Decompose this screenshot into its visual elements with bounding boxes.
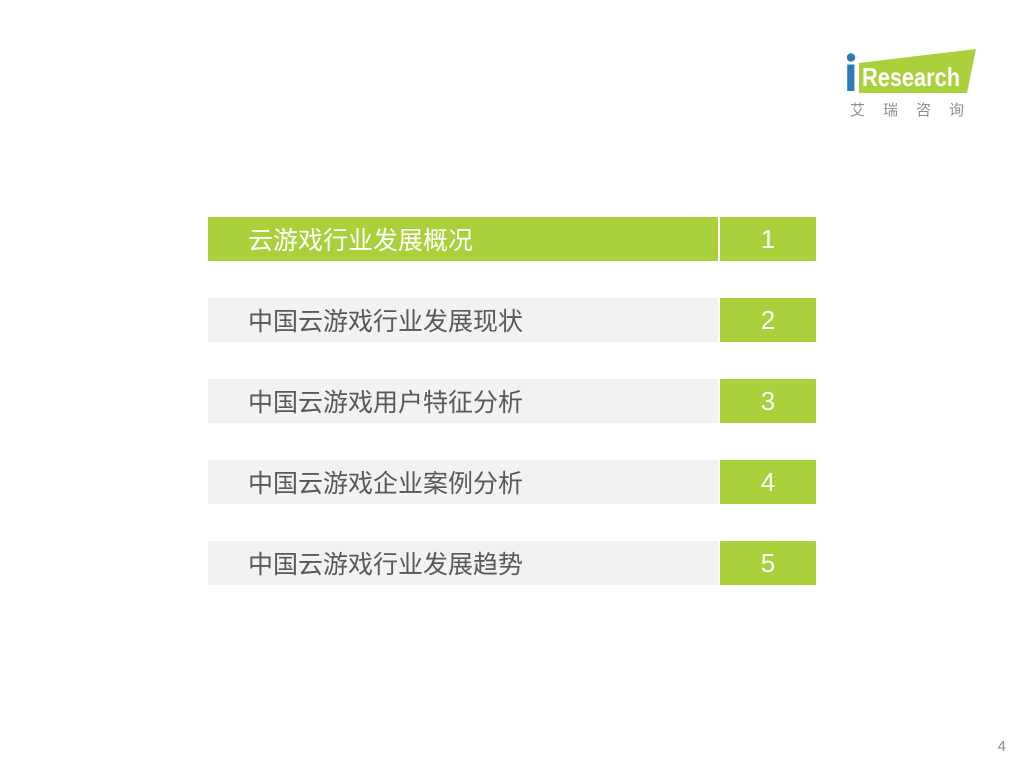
toc-row-label: 中国云游戏行业发展现状 [208,298,718,342]
toc-row-label: 中国云游戏企业案例分析 [208,460,718,504]
toc-row-number-badge: 3 [720,379,816,423]
iresearch-logo: Research 艾瑞咨询 [845,48,980,120]
toc-row-label: 云游戏行业发展概况 [208,217,718,261]
svg-text:Research: Research [862,62,960,92]
toc-row-number-badge: 4 [720,460,816,504]
toc-row-divider [718,460,720,504]
toc-row-divider [718,379,720,423]
logo-chinese-name: 艾瑞咨询 [850,102,983,119]
toc-row-number-badge: 2 [720,298,816,342]
toc-row-divider [718,298,720,342]
toc-row[interactable]: 中国云游戏用户特征分析 3 [208,379,816,423]
toc-row[interactable]: 中国云游戏行业发展趋势 5 [208,541,816,585]
table-of-contents: 云游戏行业发展概况 1 中国云游戏行业发展现状 2 中国云游戏用户特征分析 3 … [208,217,816,622]
page-number: 4 [997,738,1006,755]
toc-row[interactable]: 云游戏行业发展概况 1 [208,217,816,261]
toc-row-label: 中国云游戏用户特征分析 [208,379,718,423]
toc-row-divider [718,217,720,261]
toc-row[interactable]: 中国云游戏企业案例分析 4 [208,460,816,504]
toc-row-divider [718,541,720,585]
toc-row-label: 中国云游戏行业发展趋势 [208,541,718,585]
toc-row-number-badge: 1 [720,217,816,261]
iresearch-logo-icon: Research [846,49,976,93]
toc-row[interactable]: 中国云游戏行业发展现状 2 [208,298,816,342]
toc-row-number-badge: 5 [720,541,816,585]
